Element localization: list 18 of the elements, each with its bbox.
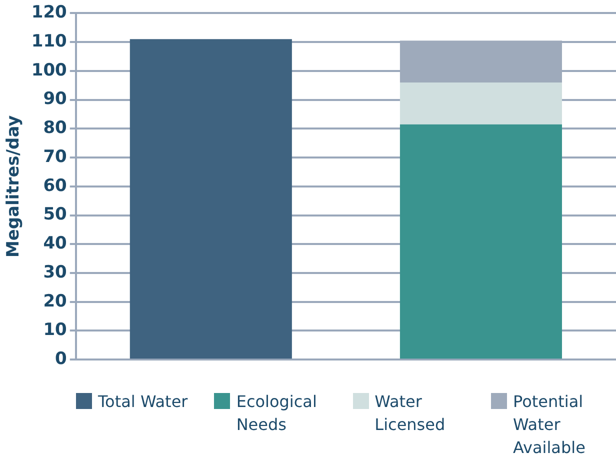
y-tick-label: 40 bbox=[43, 234, 68, 254]
legend-label: Water Licensed bbox=[374, 391, 446, 436]
y-tick-label: 70 bbox=[43, 146, 68, 167]
y-tick-label: 120 bbox=[31, 2, 68, 23]
y-tick-label: 10 bbox=[43, 320, 68, 340]
y-tick-label: 100 bbox=[31, 60, 68, 80]
legend-label: Potential Water Available bbox=[512, 391, 586, 459]
legend-label: Ecological Needs bbox=[236, 391, 318, 436]
legend-label: Total Water bbox=[98, 391, 188, 413]
y-tick-label: 60 bbox=[43, 176, 68, 196]
y-tick-label: 90 bbox=[43, 89, 68, 110]
y-tick-label: 0 bbox=[55, 349, 68, 370]
y-tick-label: 30 bbox=[43, 262, 68, 282]
y-axis-title: Megalitres/day bbox=[4, 115, 24, 258]
y-tick-label: 80 bbox=[43, 118, 68, 138]
y-tick-label: 50 bbox=[43, 204, 68, 225]
y-tick-label: 110 bbox=[31, 31, 68, 52]
y-tick-label: 20 bbox=[43, 291, 68, 312]
